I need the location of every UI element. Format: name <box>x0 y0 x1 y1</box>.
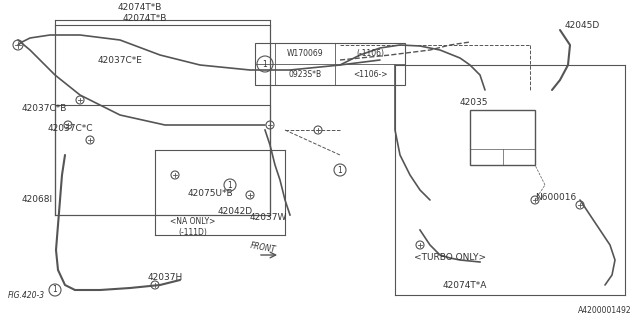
Text: 42045D: 42045D <box>565 20 600 29</box>
Text: <TURBO ONLY>: <TURBO ONLY> <box>414 253 486 262</box>
Text: 42074T*A: 42074T*A <box>443 281 487 290</box>
Text: 42037W: 42037W <box>250 213 287 222</box>
Text: 42074T*B: 42074T*B <box>123 13 167 22</box>
Text: 1: 1 <box>338 165 342 174</box>
Text: W170069: W170069 <box>287 49 323 58</box>
Text: FRONT: FRONT <box>250 241 276 255</box>
Text: <NA ONLY>: <NA ONLY> <box>170 218 216 227</box>
Text: 42035: 42035 <box>460 98 488 107</box>
Text: 42037C*C: 42037C*C <box>48 124 93 132</box>
Text: 1: 1 <box>262 60 268 68</box>
Bar <box>55 105 270 215</box>
Text: 0923S*B: 0923S*B <box>289 70 321 79</box>
Text: 1: 1 <box>228 180 232 189</box>
Text: 42068I: 42068I <box>22 196 53 204</box>
Text: A4200001492: A4200001492 <box>579 306 632 315</box>
Text: 42074T*B: 42074T*B <box>118 3 162 12</box>
Bar <box>470 110 535 165</box>
Text: FIG.420-3: FIG.420-3 <box>8 291 45 300</box>
Text: <1106->: <1106-> <box>353 70 387 79</box>
Text: 42075U*B: 42075U*B <box>188 188 234 197</box>
Text: (-1106): (-1106) <box>356 49 384 58</box>
Text: 42037C*B: 42037C*B <box>22 103 67 113</box>
Text: 1: 1 <box>52 285 58 294</box>
Text: N600016: N600016 <box>535 193 576 202</box>
Text: 42042D: 42042D <box>218 207 253 217</box>
Text: 42037H: 42037H <box>148 274 183 283</box>
Text: 42037C*E: 42037C*E <box>98 55 143 65</box>
Text: (-111D): (-111D) <box>178 228 207 236</box>
Bar <box>255 43 405 85</box>
